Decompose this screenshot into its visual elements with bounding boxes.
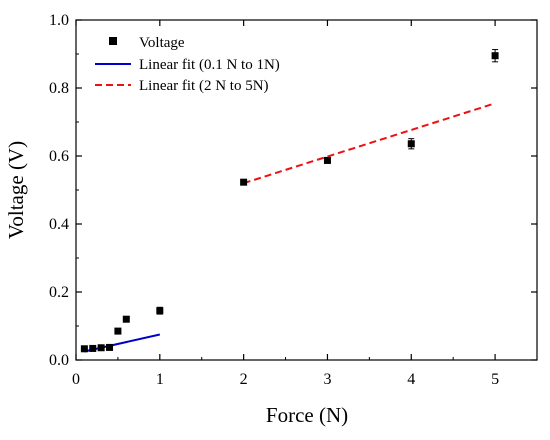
y-tick-label: 0.6 — [49, 148, 69, 165]
x-tick-label: 0 — [72, 371, 80, 388]
x-tick-label: 2 — [240, 371, 248, 388]
data-point — [407, 140, 415, 148]
axes: 0 1 2 3 4 5 0.0 0.2 0.4 0.6 0.8 1.0 — [49, 12, 538, 388]
x-tick-label: 1 — [156, 371, 164, 388]
y-tick-label: 0.8 — [49, 80, 69, 97]
y-tick-label: 0.0 — [49, 352, 69, 369]
y-axis-title: Voltage (V) — [4, 141, 28, 239]
data-point — [106, 343, 114, 351]
data-point — [323, 156, 331, 164]
data-point — [80, 345, 88, 353]
plot-area — [80, 49, 499, 353]
legend: Voltage Linear fit (0.1 N to 1N) Linear … — [95, 35, 280, 94]
legend-label-fit-high: Linear fit (2 N to 5N) — [139, 78, 269, 94]
x-tick-label: 3 — [323, 371, 331, 388]
y-tick-label: 0.4 — [49, 216, 69, 233]
data-point — [122, 315, 130, 323]
legend-label-voltage: Voltage — [139, 35, 185, 51]
x-tick-label: 5 — [491, 371, 499, 388]
data-point — [89, 344, 97, 352]
data-point — [97, 344, 105, 352]
y-tick-label: 0.2 — [49, 284, 69, 301]
data-point — [491, 52, 499, 60]
y-tick-label: 1.0 — [49, 12, 69, 29]
legend-marker-voltage — [109, 37, 117, 45]
data-point — [114, 327, 122, 335]
fit-line-1 — [84, 333, 161, 353]
x-axis-title: Force (N) — [266, 403, 348, 427]
data-point — [240, 178, 248, 186]
data-point — [156, 307, 164, 315]
x-tick-label: 4 — [407, 371, 415, 388]
fit-line-2 — [243, 102, 496, 185]
legend-label-fit-low: Linear fit (0.1 N to 1N) — [139, 57, 280, 73]
